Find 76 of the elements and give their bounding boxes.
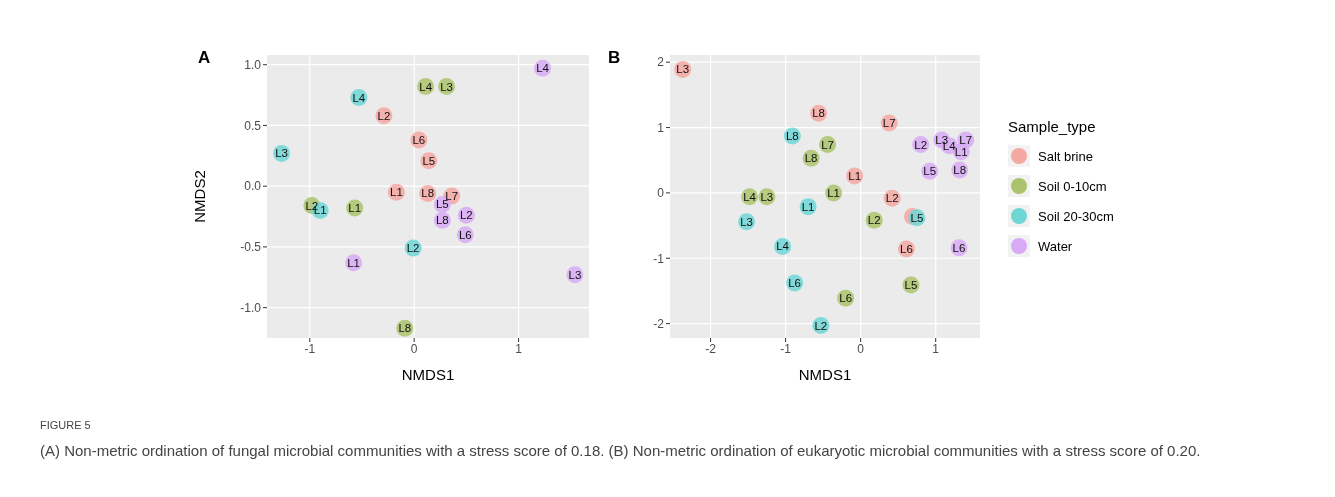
y-tick-label: 1.0 bbox=[244, 57, 262, 72]
data-label: L5 bbox=[435, 198, 449, 211]
data-label: L2 bbox=[885, 192, 899, 205]
data-label: L8 bbox=[435, 214, 449, 227]
y-tick-label: -2 bbox=[653, 316, 665, 331]
data-label: L6 bbox=[839, 292, 853, 305]
data-label: L6 bbox=[412, 134, 426, 147]
data-label: L4 bbox=[536, 62, 550, 75]
data-label: L8 bbox=[953, 164, 967, 177]
data-label: L3 bbox=[568, 268, 582, 281]
legend-label: Salt brine bbox=[1038, 148, 1093, 164]
data-label: L2 bbox=[914, 138, 928, 151]
y-tick-label: 0 bbox=[657, 186, 665, 201]
data-label: L1 bbox=[954, 145, 968, 158]
data-label: L7 bbox=[821, 138, 835, 151]
x-tick-label: 1 bbox=[515, 341, 523, 356]
data-label: L3 bbox=[740, 215, 753, 228]
y-tick-label: 1 bbox=[657, 120, 665, 135]
legend-title: Sample_type bbox=[1008, 118, 1097, 135]
chart-title: A bbox=[198, 48, 211, 68]
data-label: L7 bbox=[959, 133, 973, 146]
data-label: L4 bbox=[743, 190, 757, 203]
x-tick-label: -1 bbox=[304, 341, 316, 356]
y-tick-label: 2 bbox=[657, 55, 665, 70]
data-label: L5 bbox=[923, 165, 937, 178]
data-label: L3 bbox=[760, 190, 774, 203]
data-label: L1 bbox=[827, 186, 841, 199]
data-label: L1 bbox=[347, 256, 361, 269]
legend-label: Water bbox=[1038, 238, 1073, 254]
data-label: L6 bbox=[900, 243, 913, 256]
x-axis-title: NMDS1 bbox=[798, 366, 852, 383]
data-label: L2 bbox=[867, 214, 881, 227]
x-tick-label: 1 bbox=[932, 341, 940, 356]
y-tick-label: -1 bbox=[653, 251, 665, 266]
data-label: L6 bbox=[458, 228, 472, 241]
y-axis-title: NMDS2 bbox=[191, 170, 209, 223]
data-label: L2 bbox=[814, 319, 828, 332]
caption: FIGURE 5 bbox=[40, 418, 92, 433]
data-label: L2 bbox=[406, 242, 420, 255]
data-label: L1 bbox=[848, 169, 862, 182]
data-label: L1 bbox=[348, 202, 362, 215]
data-label: L6 bbox=[952, 241, 966, 254]
data-label: L8 bbox=[812, 107, 826, 120]
data-label: L2 bbox=[377, 109, 391, 122]
text: (A) Non-metric ordination of fungal microbial communities with a stress score of 0.18. (B) Non-metric ordination of eukaryotic microbial communities with a stress score of 0.20. bbox=[40, 440, 1202, 461]
data-label: L5 bbox=[910, 211, 924, 224]
legend-label: Soil 20-30cm bbox=[1038, 208, 1114, 224]
data-label: L8 bbox=[421, 187, 435, 200]
x-tick-label: 0 bbox=[857, 341, 865, 356]
data-label: L4 bbox=[776, 240, 790, 253]
data-label: L6 bbox=[788, 277, 801, 290]
x-tick-label: -1 bbox=[780, 341, 792, 356]
data-label: L8 bbox=[785, 130, 799, 143]
data-label: L2 bbox=[459, 209, 473, 222]
x-tick-label: -2 bbox=[705, 341, 717, 356]
x-tick-label: 0 bbox=[410, 341, 418, 356]
data-label: L4 bbox=[419, 80, 433, 93]
y-tick-label: -0.5 bbox=[240, 240, 262, 255]
data-label: L3 bbox=[275, 147, 289, 160]
data-label: L8 bbox=[804, 152, 818, 165]
y-tick-label: 0.0 bbox=[244, 179, 262, 194]
data-label: L8 bbox=[398, 322, 412, 335]
y-tick-label: 0.5 bbox=[244, 118, 262, 133]
y-tick-label: -1.0 bbox=[240, 300, 262, 315]
x-axis-title: NMDS1 bbox=[401, 366, 455, 383]
data-label: L7 bbox=[882, 116, 896, 129]
data-label: L1 bbox=[801, 200, 815, 213]
data-label: L3 bbox=[440, 80, 453, 93]
data-label: L3 bbox=[676, 63, 690, 76]
legend-label: Soil 0-10cm bbox=[1038, 178, 1107, 194]
data-label: L1 bbox=[390, 186, 403, 199]
data-label: L7 bbox=[445, 189, 459, 202]
chart-title: B bbox=[608, 48, 621, 68]
data-label: L5 bbox=[904, 279, 918, 292]
data-label: L5 bbox=[422, 154, 436, 167]
data-label: L4 bbox=[352, 91, 366, 104]
